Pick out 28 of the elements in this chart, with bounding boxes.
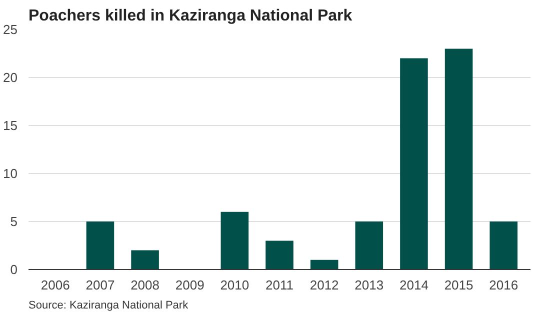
x-tick-label: 2016: [489, 278, 518, 292]
bar: [266, 240, 294, 270]
x-tick-label: 2015: [444, 278, 474, 292]
bar: [131, 250, 159, 270]
bar: [355, 222, 384, 270]
y-tick-label: 25: [3, 22, 18, 37]
x-tick-label: 2007: [86, 278, 115, 292]
x-tick-label: 2013: [354, 278, 384, 292]
x-tick-label: 2006: [40, 278, 70, 292]
source-note: Source: Kaziranga National Park: [28, 300, 189, 312]
bar: [220, 212, 249, 270]
x-tick-label: 2014: [400, 278, 428, 292]
bar: [400, 58, 428, 270]
y-tick-label: 20: [3, 70, 18, 85]
chart-title: Poachers killed in Kaziranga National Park: [28, 8, 352, 24]
x-tick-label: 2009: [175, 278, 204, 292]
bar: [444, 48, 473, 270]
bar: [490, 222, 518, 270]
x-tick-label: 2011: [266, 278, 294, 292]
x-tick-label: 2008: [130, 278, 160, 292]
y-tick-label: 15: [3, 118, 18, 133]
x-tick-label: 2012: [310, 278, 339, 292]
bar: [86, 222, 114, 270]
y-tick-label: 10: [3, 166, 18, 181]
y-tick-label: 0: [10, 262, 18, 277]
x-tick-label: 2010: [220, 278, 250, 292]
bar: [310, 260, 338, 270]
y-tick-label: 5: [10, 214, 18, 229]
